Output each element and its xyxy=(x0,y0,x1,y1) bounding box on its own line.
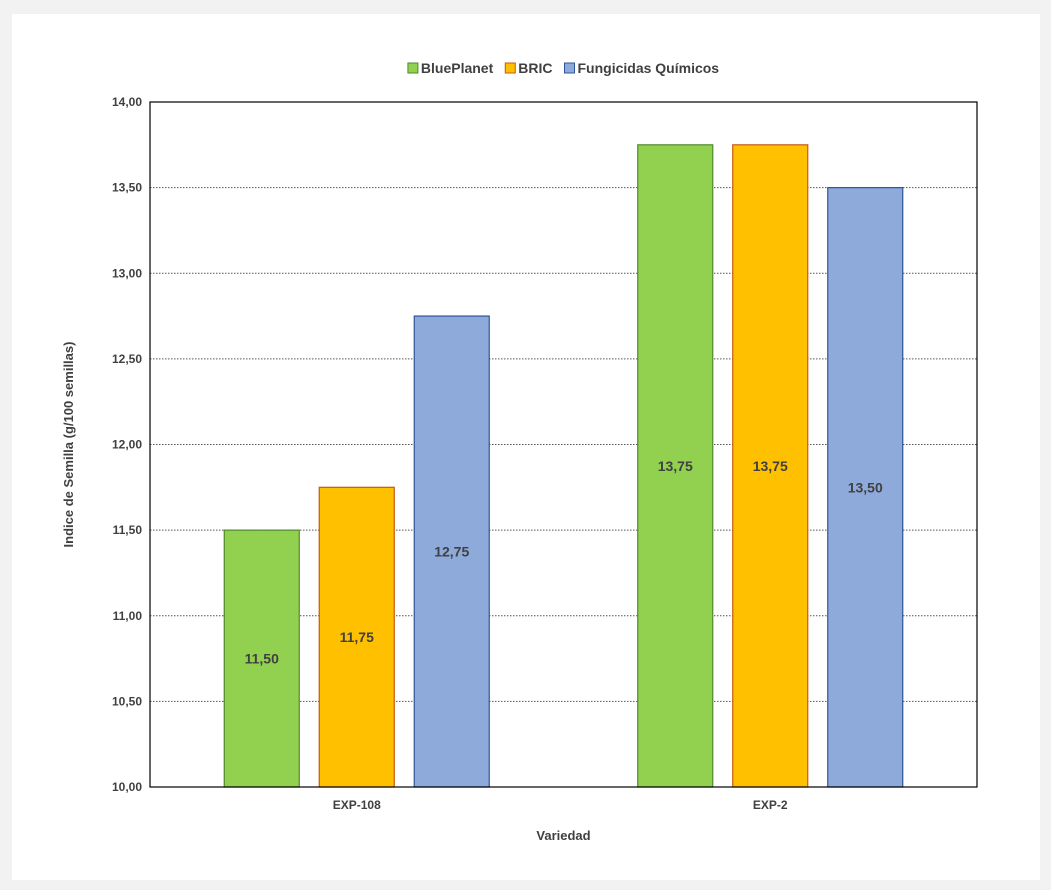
bar xyxy=(637,144,714,788)
legend-item: Fungicidas Químicos xyxy=(564,60,720,76)
y-axis-title: Indice de Semilla (g/100 semillas) xyxy=(61,342,76,548)
bar xyxy=(318,486,395,788)
data-label: 11,50 xyxy=(245,651,279,667)
y-tick-label: 11,00 xyxy=(113,609,143,623)
x-tick-label: EXP-2 xyxy=(753,798,788,812)
y-tick-label: 13,50 xyxy=(112,181,142,195)
x-tick-labels: EXP-108 EXP-2 xyxy=(333,798,788,812)
bar xyxy=(223,529,300,788)
legend-label: BRIC xyxy=(518,60,552,76)
plot-area-frame xyxy=(149,101,978,788)
legend: BluePlanet BRIC Fungicidas Químicos xyxy=(407,60,720,76)
y-tick-label: 13,00 xyxy=(112,266,142,280)
y-tick-labels: 10,00 10,50 11,00 11,50 12,00 12,50 13,00 13,50… xyxy=(112,95,142,794)
legend-item: BluePlanet xyxy=(407,60,494,76)
bar xyxy=(827,187,904,788)
bar xyxy=(413,315,490,788)
data-label: 11,75 xyxy=(340,629,374,645)
chart: 10,00 10,50 11,00 11,50 12,00 12,50 13,00 13,50… xyxy=(61,60,978,843)
data-label: 13,75 xyxy=(753,458,788,474)
y-tick-label: 14,00 xyxy=(112,95,142,109)
x-tick-label: EXP-108 xyxy=(333,798,381,812)
y-tick-label: 11,50 xyxy=(113,523,143,537)
legend-swatch xyxy=(504,62,516,74)
data-label: 12,75 xyxy=(434,544,469,560)
chart-panel: 10,00 10,50 11,00 11,50 12,00 12,50 13,00 13,50… xyxy=(12,14,1040,880)
x-axis-title: Variedad xyxy=(536,828,590,843)
legend-item: BRIC xyxy=(504,60,553,76)
bars xyxy=(223,144,904,788)
data-labels: 11,50 11,75 12,75 13,75 13,75 13,50 xyxy=(245,458,883,667)
y-tick-label: 10,50 xyxy=(112,694,142,708)
bar xyxy=(732,144,809,788)
y-tick-label: 10,00 xyxy=(112,780,142,794)
legend-label: Fungicidas Químicos xyxy=(578,60,720,76)
data-label: 13,75 xyxy=(658,458,693,474)
legend-label: BluePlanet xyxy=(421,60,494,76)
legend-swatch xyxy=(407,62,419,74)
y-tick-label: 12,00 xyxy=(112,438,142,452)
legend-swatch xyxy=(564,62,575,74)
data-label: 13,50 xyxy=(848,479,883,495)
y-tick-label: 12,50 xyxy=(112,352,142,366)
